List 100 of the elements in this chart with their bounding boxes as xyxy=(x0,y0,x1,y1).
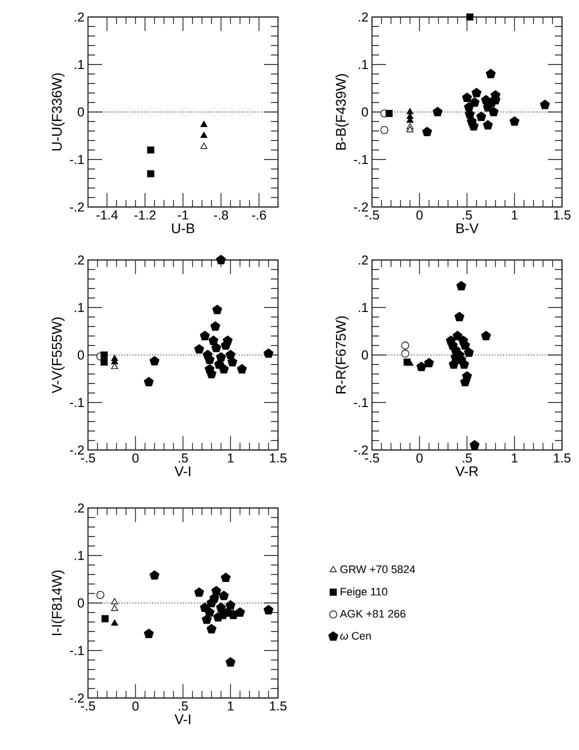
y-tick-label: -.1 xyxy=(70,646,84,655)
point xyxy=(150,570,160,580)
y-tick-label: 0 xyxy=(78,598,84,608)
x-axis-title: V-I xyxy=(174,714,190,724)
point xyxy=(220,572,231,582)
y-tick-label: 0 xyxy=(362,107,368,117)
point xyxy=(264,348,274,358)
x-tick-label: .5 xyxy=(462,210,472,220)
point xyxy=(401,342,410,350)
point xyxy=(100,351,108,359)
point xyxy=(210,321,220,331)
y-axis-title: V-V(F555W) xyxy=(52,317,65,394)
legend-label: GRW +70 5824 xyxy=(340,565,416,574)
point xyxy=(212,304,222,314)
point xyxy=(111,604,118,611)
point xyxy=(111,619,118,626)
point xyxy=(406,126,414,132)
y-axis-title: U-U(F336W) xyxy=(52,73,65,150)
y-tick-label: -.2 xyxy=(354,202,368,212)
x-tick-label: 1 xyxy=(512,210,518,220)
point xyxy=(100,358,108,366)
x-axis-title: V-R xyxy=(455,466,478,476)
point xyxy=(227,356,238,366)
x-tick-label: .5 xyxy=(178,702,188,711)
x-tick-label: -.5 xyxy=(365,210,380,220)
point xyxy=(424,358,434,368)
point xyxy=(464,109,475,119)
y-tick-label: 0 xyxy=(362,350,368,360)
x-axis-title: V-I xyxy=(174,466,190,476)
x-tick-label: -.6 xyxy=(252,210,266,220)
x-tick-label: 1 xyxy=(228,454,234,462)
point xyxy=(472,88,482,98)
point xyxy=(486,68,496,78)
point xyxy=(96,590,104,599)
point xyxy=(482,120,493,130)
point xyxy=(226,657,236,667)
y-axis-title: R-R(F675W) xyxy=(336,316,349,394)
y-tick-label: .1 xyxy=(358,60,368,69)
point xyxy=(102,615,109,622)
point xyxy=(462,92,472,102)
x-tick-label: -1.2 xyxy=(134,210,156,220)
x-tick-label: 1 xyxy=(512,454,518,462)
x-tick-label: -.5 xyxy=(365,454,380,463)
x-tick-label: 0 xyxy=(416,210,423,220)
point xyxy=(200,142,208,149)
point xyxy=(202,614,212,624)
point xyxy=(488,106,499,116)
point xyxy=(111,598,118,604)
point xyxy=(456,280,466,290)
y-tick-label: -.2 xyxy=(354,445,368,455)
point xyxy=(264,604,274,614)
point xyxy=(236,364,247,374)
point xyxy=(200,330,210,340)
x-axis-title: B-V xyxy=(456,224,479,234)
point xyxy=(406,360,414,366)
y-tick-label: .1 xyxy=(74,551,84,560)
y-tick-label: 0 xyxy=(78,107,84,117)
y-axis-title: I-I(F814W) xyxy=(52,570,65,636)
x-tick-label: 1 xyxy=(228,702,234,710)
point xyxy=(147,170,154,178)
x-tick-label: .5 xyxy=(462,454,472,463)
y-tick-label: .2 xyxy=(358,12,368,22)
point xyxy=(209,593,220,602)
point xyxy=(216,602,226,612)
point xyxy=(144,376,154,386)
x-tick-label: -.5 xyxy=(81,702,96,711)
point xyxy=(150,356,160,366)
y-tick-label: .2 xyxy=(74,503,84,513)
point xyxy=(406,108,414,114)
point xyxy=(470,440,480,450)
x-tick-label: 0 xyxy=(416,454,423,463)
point xyxy=(218,590,229,600)
y-tick-label: -.1 xyxy=(70,155,84,164)
point xyxy=(226,600,236,610)
point xyxy=(470,97,480,107)
x-tick-label: 1.5 xyxy=(270,702,286,711)
point xyxy=(476,112,486,121)
point xyxy=(422,126,432,136)
point xyxy=(540,100,550,110)
y-tick-label: -.2 xyxy=(70,445,84,455)
y-axis-title: B-B(F439W) xyxy=(336,74,349,150)
legend-label: Feige 110 xyxy=(340,587,388,598)
point xyxy=(211,342,222,352)
point xyxy=(454,312,464,322)
y-tick-label: 0 xyxy=(78,350,84,360)
point xyxy=(464,347,474,357)
point xyxy=(194,344,204,354)
x-tick-label: -1.4 xyxy=(96,210,118,220)
y-tick-label: -.2 xyxy=(70,202,84,212)
point xyxy=(416,362,426,372)
point xyxy=(222,336,233,345)
y-tick-label: .1 xyxy=(358,303,368,312)
y-tick-label: -.1 xyxy=(354,398,368,407)
point xyxy=(211,586,222,596)
point xyxy=(216,254,226,264)
point xyxy=(111,362,118,370)
x-tick-label: -.5 xyxy=(81,454,96,463)
point xyxy=(200,132,208,138)
point xyxy=(432,106,442,116)
point xyxy=(206,624,216,634)
